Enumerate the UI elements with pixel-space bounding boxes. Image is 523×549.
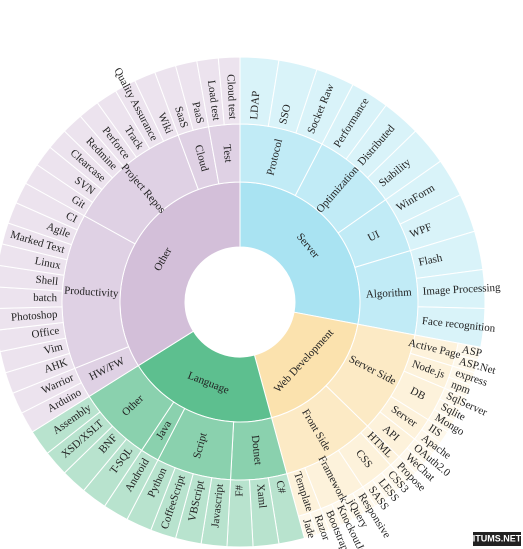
leaf-label: Shell — [35, 274, 59, 288]
segment-label: Productivity — [64, 285, 120, 300]
leaf-label: Image Processing — [422, 282, 501, 298]
leaf-label: Jade — [300, 517, 317, 539]
watermark-box — [473, 532, 521, 546]
leaf-label: Office — [31, 325, 61, 341]
leaf-label: Linux — [34, 255, 63, 272]
leaf-label: ASP — [461, 344, 483, 360]
leaf-label: Xaml — [254, 483, 269, 509]
leaf-label: batch — [33, 292, 58, 304]
leaf-label: Photoshop — [11, 308, 59, 323]
segment-label: Dotnet — [249, 435, 264, 466]
leaf-label: Javascript — [209, 483, 226, 528]
leaf-label: F# — [234, 485, 246, 497]
leaf-label: CI — [64, 210, 79, 226]
leaf-label: Cloud test — [224, 74, 238, 119]
sunburst-leaf — [217, 56, 241, 126]
leaf-label: Flash — [417, 252, 443, 269]
segment-label: Algorithm — [366, 286, 413, 300]
segment-label: UI — [366, 228, 382, 244]
leaf-label: SSO — [277, 103, 293, 126]
leaf-label: Load test — [205, 79, 222, 121]
leaf-label: Vim — [43, 341, 65, 357]
leaf-label: C# — [273, 479, 288, 495]
leaf-label: PaaS — [189, 101, 206, 125]
watermark: ITUMS.NET — [473, 533, 522, 543]
segment-label: Test — [220, 144, 234, 163]
leaf-label: LDAP — [248, 90, 262, 120]
